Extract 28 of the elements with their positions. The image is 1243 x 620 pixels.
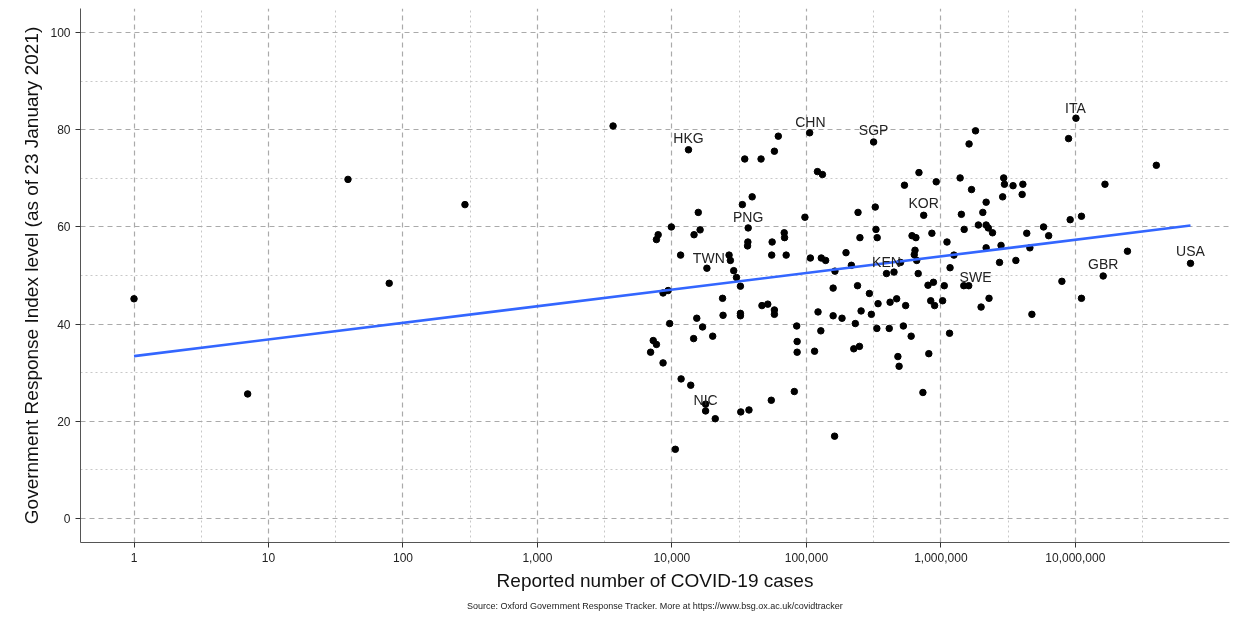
annotation: HKG: [673, 129, 704, 146]
x-tick-label: 100,000: [784, 550, 829, 565]
x-tick-label: 10: [261, 550, 276, 565]
y-tick-label: 100: [50, 26, 71, 41]
y-tick-label: 20: [57, 414, 71, 429]
annotation: GBR: [1088, 255, 1119, 272]
y-tick-label: 60: [57, 220, 71, 235]
x-tick-label: 1: [130, 550, 138, 565]
annotation: CHN: [795, 114, 826, 131]
annotation: PNG: [733, 208, 764, 225]
y-tick-label: 80: [57, 123, 71, 138]
y-tick-label: 0: [63, 511, 71, 526]
annotation: ITA: [1065, 100, 1087, 117]
annotation: SWE: [959, 269, 992, 286]
source-note: Source: Oxford Government Response Tracker. More at https://www.bsg.ox.ac.uk/covidtracker: [467, 600, 843, 611]
annotation: USA: [1176, 243, 1206, 260]
x-tick-label: 1,000,000: [914, 550, 968, 565]
annotation: KOR: [908, 195, 939, 212]
annotation: NIC: [693, 392, 718, 409]
x-axis-title: Reported number of COVID-19 cases: [496, 569, 814, 591]
x-tick-label: 10,000,000: [1045, 550, 1106, 565]
x-tick-label: 1,000: [522, 550, 553, 565]
y-tick-label: 40: [57, 317, 71, 332]
annotation: SGP: [858, 122, 889, 138]
x-tick-label: 10,000: [653, 550, 691, 565]
x-tick-label: 100: [392, 550, 414, 565]
y-axis-title: Government Response Index level (as of 23 January 2021): [21, 26, 43, 525]
annotation: TWN: [692, 249, 725, 266]
